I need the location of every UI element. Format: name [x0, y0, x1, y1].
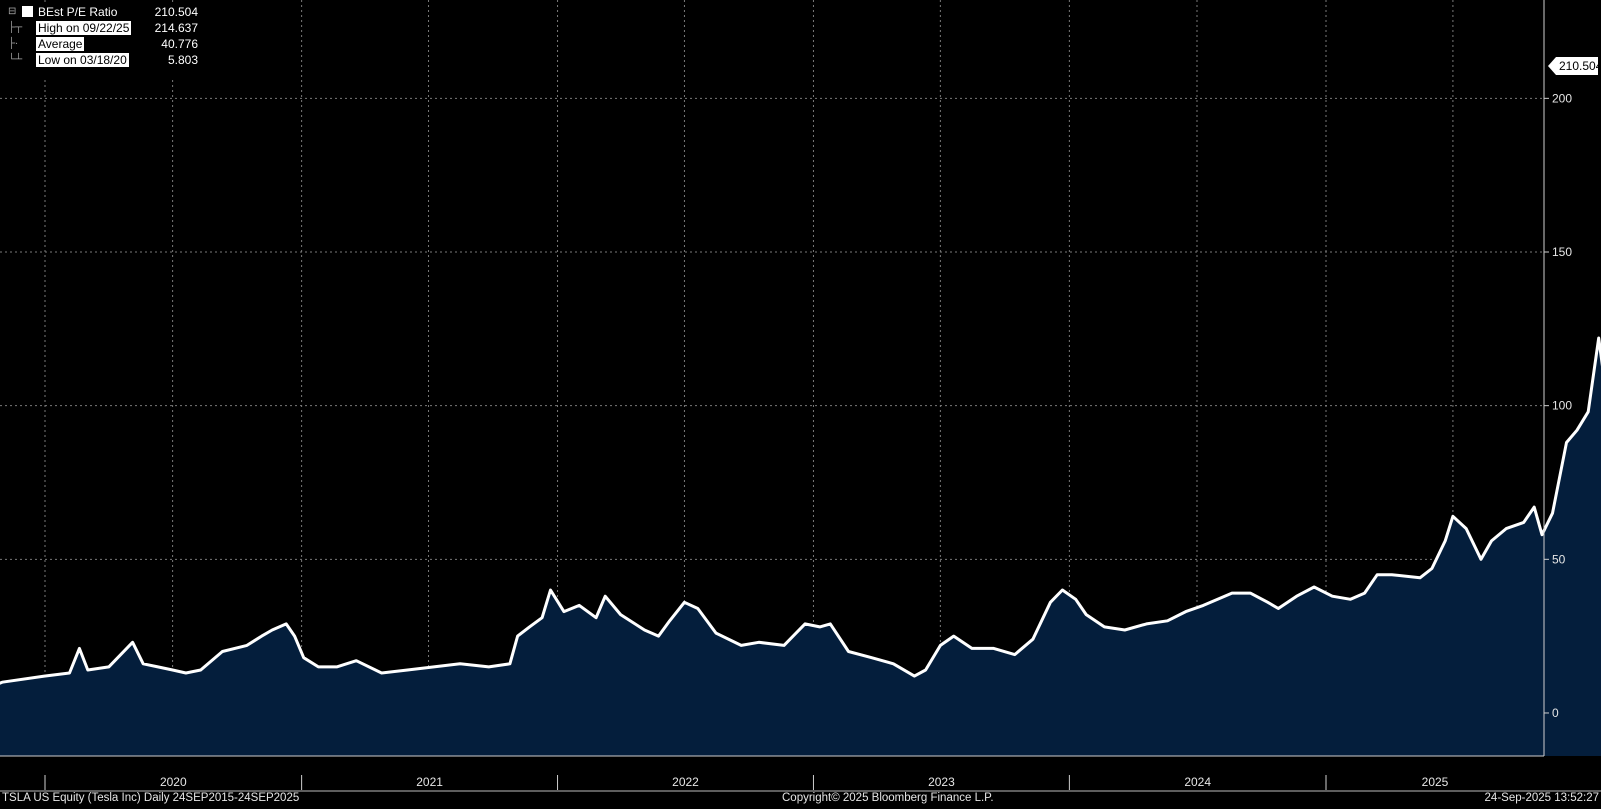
x-tick-label: 2024: [1184, 775, 1211, 789]
low-marker-icon: └┴: [8, 54, 23, 65]
y-tick-label: 200: [1552, 91, 1572, 105]
footer-security: TSLA US Equity (Tesla Inc) Daily 24SEP20…: [2, 792, 300, 804]
x-tick-label: 2025: [1422, 775, 1449, 789]
y-axis-ticks: 0 50 100 150 200: [1544, 91, 1572, 720]
x-tick-label: 2021: [416, 775, 443, 789]
legend-row-high[interactable]: ├┬ High on 09/22/25 214.637: [2, 20, 202, 36]
legend-high-label: High on 09/22/25: [36, 21, 132, 35]
y-tick-label: 100: [1552, 399, 1572, 413]
legend-average-value: 40.776: [161, 37, 198, 51]
series-swatch-icon: [22, 6, 33, 17]
legend-low-value: 5.803: [167, 53, 198, 67]
y-tick-label: 150: [1552, 245, 1572, 259]
legend: ⊟ BEst P/E Ratio 210.504 ├┬ High on 09/2…: [2, 2, 202, 78]
x-axis-ticks: 2020 2021 2022 2023 2024 2025: [44, 775, 1449, 790]
series-area: [0, 338, 1601, 756]
legend-high-value: 214.637: [154, 21, 198, 35]
legend-row-average[interactable]: ├∙ Average 40.776: [2, 36, 202, 52]
footer-copyright: Copyright© 2025 Bloomberg Finance L.P.: [782, 792, 994, 804]
high-marker-icon: ├┬: [8, 22, 23, 33]
legend-series-value: 210.504: [154, 5, 198, 19]
legend-average-label: Average: [36, 37, 85, 51]
legend-series-label: BEst P/E Ratio: [38, 5, 118, 19]
y-tick-label: 50: [1552, 552, 1566, 566]
x-tick-label: 2020: [160, 775, 187, 789]
legend-row-low[interactable]: └┴ Low on 03/18/20 5.803: [2, 52, 202, 68]
collapse-icon[interactable]: ⊟: [8, 6, 17, 17]
footer-timestamp: 24-Sep-2025 13:52:27: [1484, 792, 1599, 804]
x-tick-label: 2023: [928, 775, 955, 789]
x-tick-label: 2022: [672, 775, 699, 789]
average-marker-icon: ├∙: [8, 38, 18, 49]
legend-low-label: Low on 03/18/20: [36, 53, 129, 67]
y-tick-label: 0: [1552, 706, 1559, 720]
legend-row-series[interactable]: ⊟ BEst P/E Ratio 210.504: [2, 4, 202, 20]
series-line: [0, 336, 1601, 685]
last-price-tag-text: 210.504: [1559, 59, 1601, 73]
axes: [0, 0, 1601, 792]
last-price-tag: 210.504: [1548, 57, 1601, 76]
